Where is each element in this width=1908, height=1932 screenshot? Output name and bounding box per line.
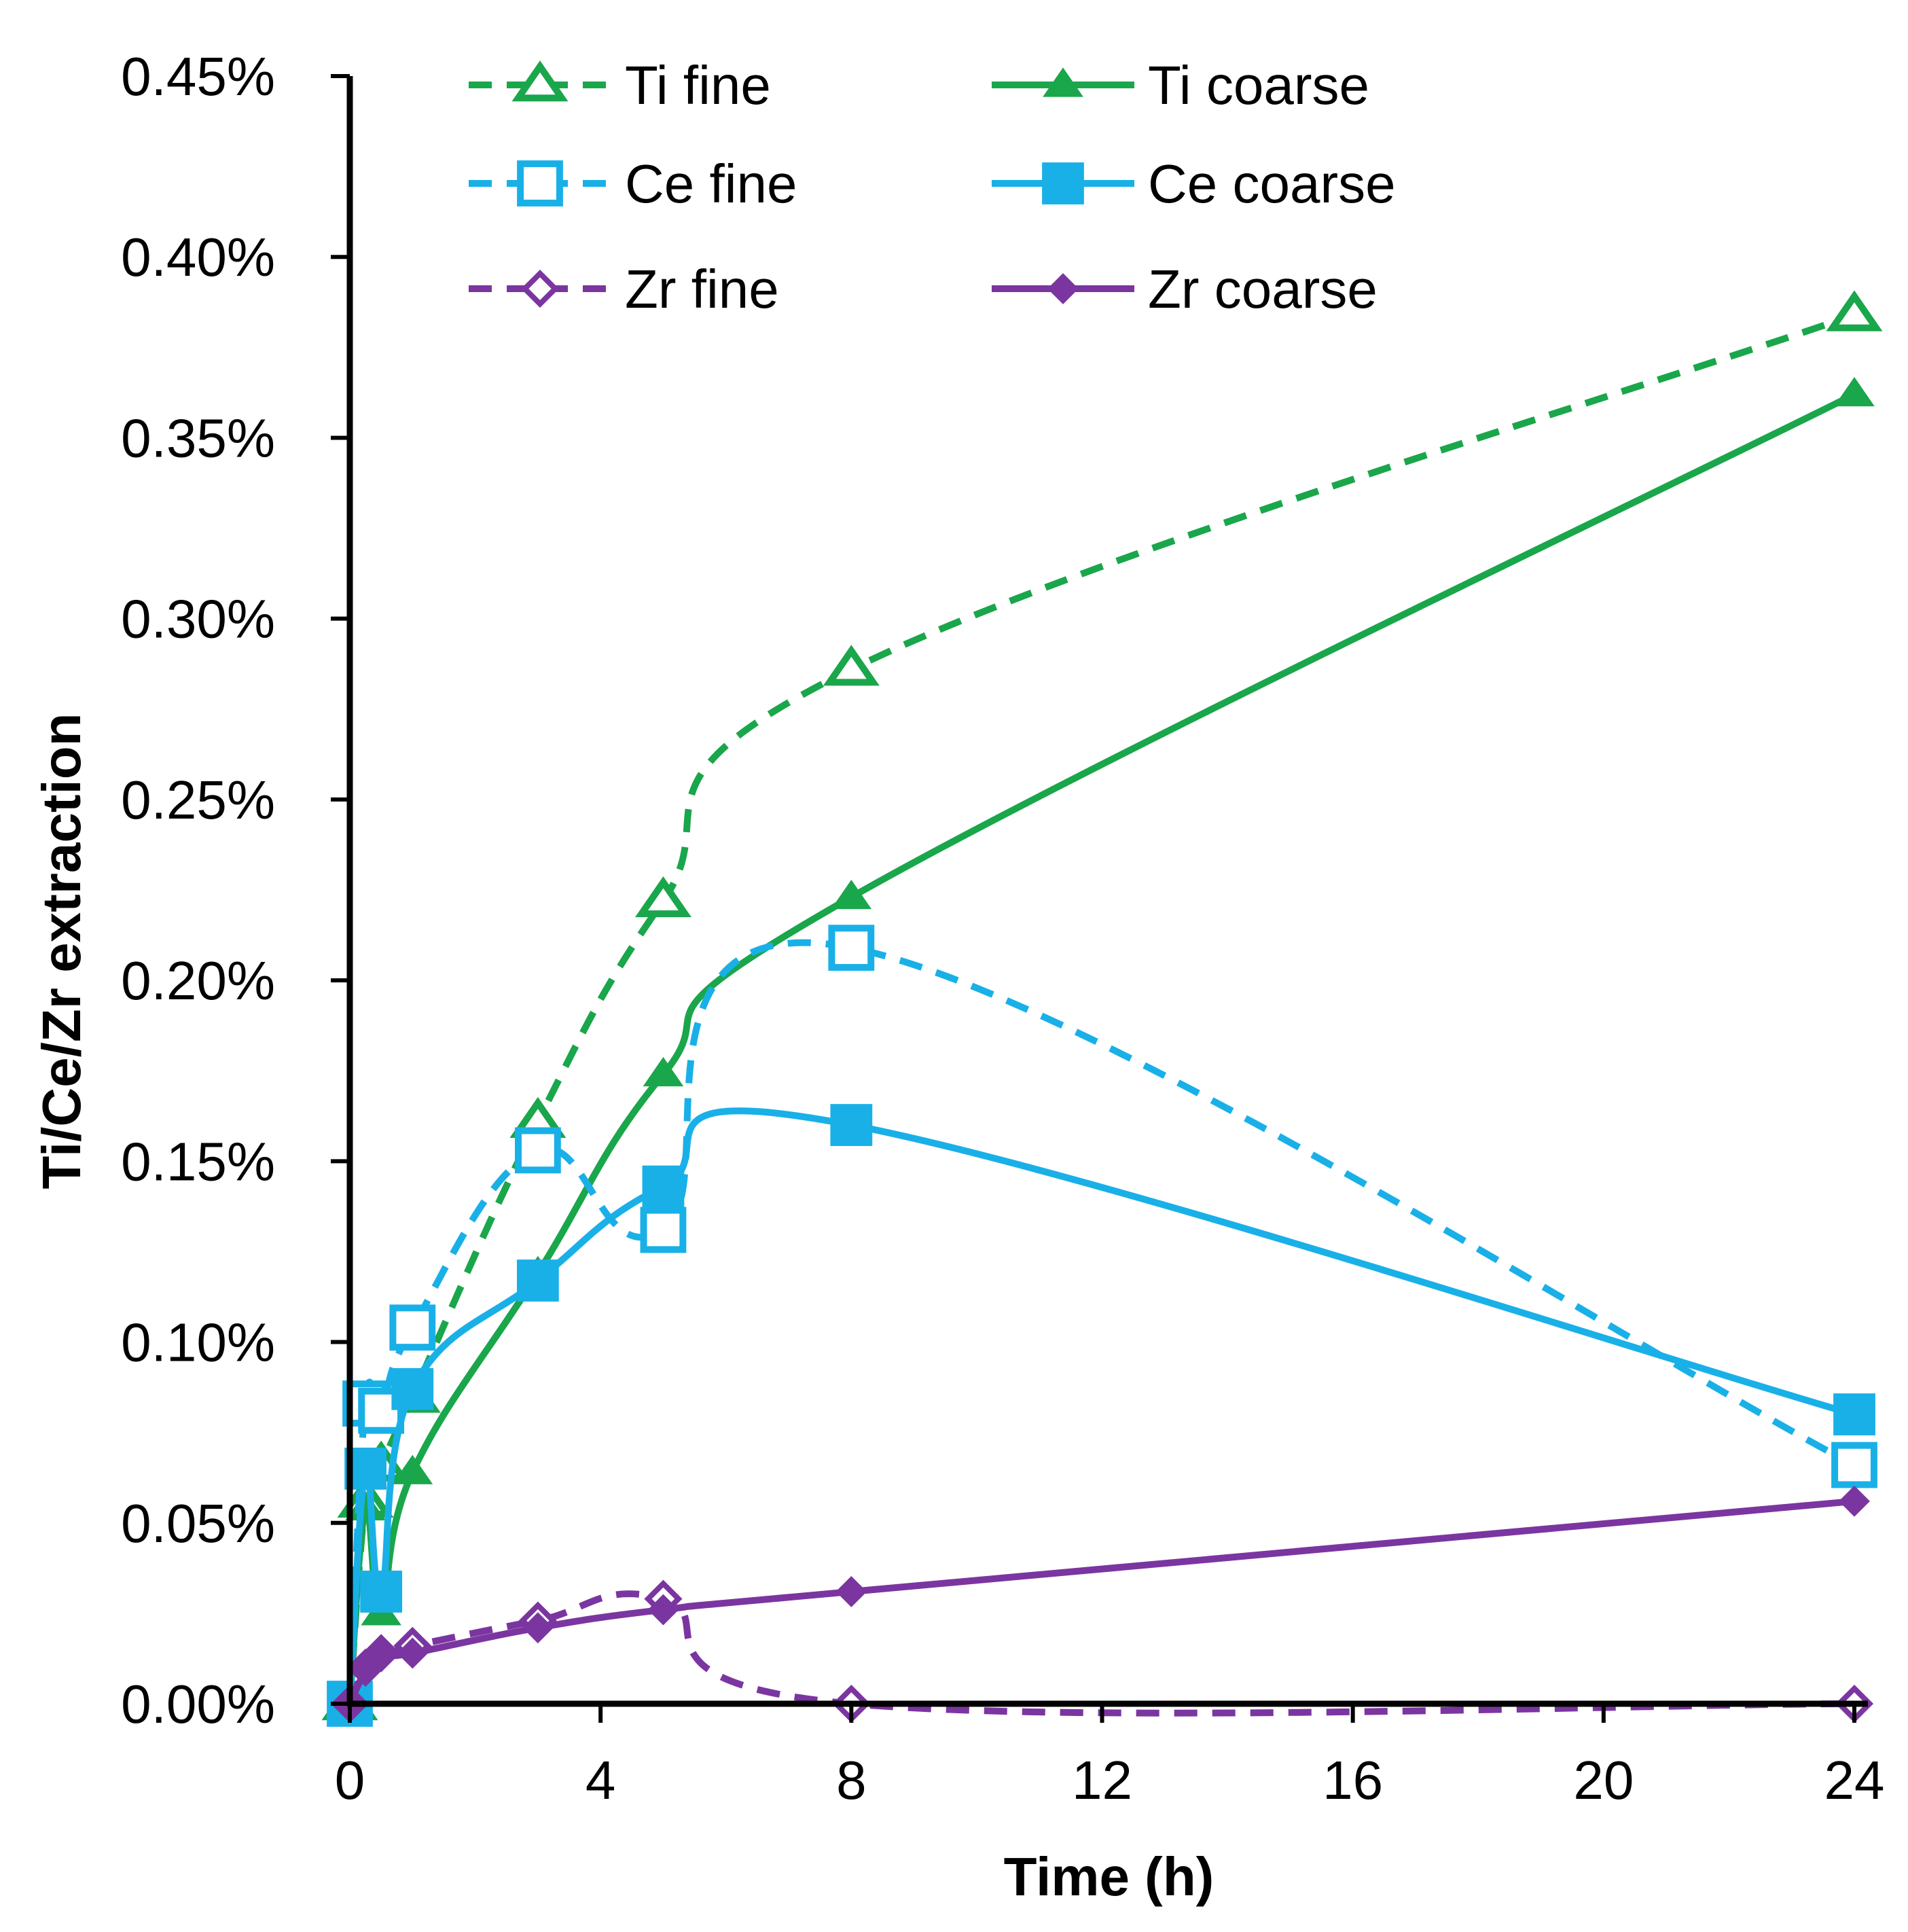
x-tick-label: 0 [335,1750,365,1810]
x-tick-label: 16 [1322,1750,1383,1810]
series-zr-fine [330,1579,1874,1723]
point-zr-coarse [1839,1485,1870,1517]
y-tick-label: 0.40% [121,227,275,287]
legend-item-zr-fine: Zr fine [469,259,779,319]
y-tick-label: 0.05% [121,1493,275,1554]
series-line-zr-coarse [346,1497,1855,1706]
y-axis-title: Ti/Ce/Zr extraction [31,713,92,1189]
series-ce-fine [327,925,1877,1727]
point-ti-coarse [643,1056,684,1087]
series-line-zr-fine [346,1590,1855,1717]
legend-marker [520,269,560,308]
point-ce-coarse [830,1104,873,1146]
point-zr-coarse [835,1576,867,1607]
legend-label: Zr coarse [1148,259,1378,319]
point-ti-coarse [831,880,872,910]
series-zr-coarse [334,1485,1870,1719]
legend-item-ce-coarse: Ce coarse [992,154,1396,214]
point-ti-fine [1826,290,1883,332]
legend-label: Ce coarse [1148,154,1396,214]
y-tick-label: 0.00% [121,1674,275,1734]
x-tick-label: 24 [1824,1750,1885,1810]
point-zr-coarse [397,1637,429,1669]
point-ce-fine [514,1127,561,1174]
legend: Ti fine Ti coarse Ce fine Ce coarse Zr fine Z… [469,55,1396,319]
series-ti-coarse [329,376,1875,1716]
point-ti-fine [823,645,880,686]
legend-marker [1043,67,1083,97]
x-tick-label: 4 [586,1750,616,1810]
point-ce-fine [1831,1442,1877,1488]
point-zr-coarse [647,1594,679,1626]
point-ce-coarse [516,1259,559,1302]
series-ti-fine [321,290,1883,1721]
series-line-ce-coarse [346,1107,1856,1704]
legend-label: Ti coarse [1148,55,1369,115]
series-ce-coarse [329,1104,1875,1725]
y-tick-label: 0.30% [121,589,275,649]
series-line-ti-fine [346,311,1856,1704]
series-line-ce-fine [346,939,1856,1704]
legend-item-ti-fine: Ti fine [469,55,771,115]
point-ce-coarse [360,1571,403,1613]
point-ce-fine [828,925,875,971]
legend-label: Ti fine [625,55,771,115]
x-tick-label: 20 [1573,1750,1634,1810]
point-ce-coarse [1833,1393,1875,1435]
point-ti-fine [634,876,691,918]
y-tick-label: 0.20% [121,950,275,1011]
legend-marker [517,160,563,207]
x-axis-title: Time (h) [1004,1846,1214,1907]
legend-marker [511,60,569,102]
axes-layer: 0.00% 0.05% 0.10% 0.15% 0.20% 0.25% 0.30% 0.35%… [31,46,1884,1907]
legend-item-ti-coarse: Ti coarse [992,55,1369,115]
x-tick-label: 12 [1072,1750,1132,1810]
x-tick-label: 8 [836,1750,867,1810]
point-ce-coarse [642,1165,685,1208]
point-ti-coarse [392,1454,433,1484]
point-ce-coarse [391,1367,434,1410]
legend-label: Ce fine [625,154,797,214]
point-zr-coarse [350,1656,381,1687]
y-tick-label: 0.45% [121,46,275,107]
point-zr-coarse [365,1641,397,1672]
point-ce-fine [389,1304,436,1351]
y-tick-label: 0.35% [121,408,275,468]
series-layer [321,290,1883,1727]
point-ce-fine [640,1206,687,1253]
legend-marker [1042,162,1084,204]
legend-item-ce-fine: Ce fine [469,154,797,214]
point-zr-coarse [522,1612,554,1644]
y-tick-label: 0.25% [121,770,275,830]
y-tick-label: 0.15% [121,1131,275,1192]
point-ti-coarse [1834,376,1875,407]
legend-item-zr-coarse: Zr coarse [992,259,1378,319]
legend-label: Zr fine [625,259,779,319]
y-tick-label: 0.10% [121,1312,275,1373]
legend-marker [1047,273,1079,304]
